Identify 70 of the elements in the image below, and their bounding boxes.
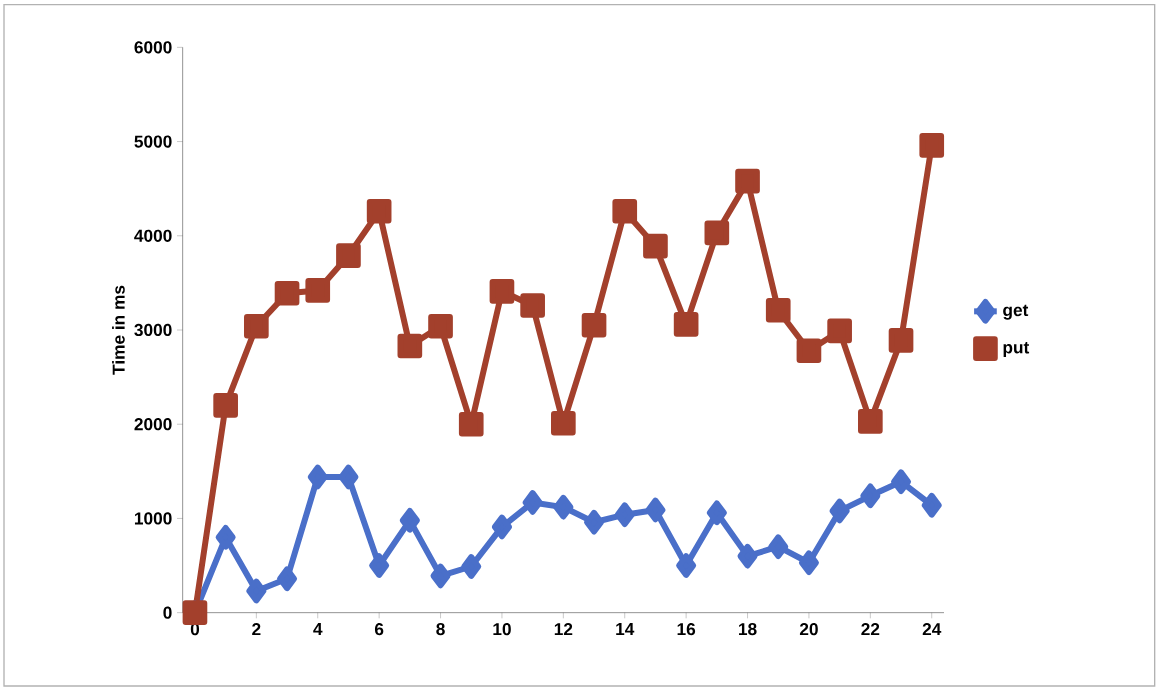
point <box>796 338 822 364</box>
x-tick-label: 6 <box>374 623 384 636</box>
x-tick-label: 22 <box>861 623 880 636</box>
point <box>274 280 300 306</box>
y-tick-label: 1000 <box>134 512 172 525</box>
point <box>827 318 852 344</box>
x-tick-label: 16 <box>677 623 696 636</box>
x-tick-label: 18 <box>739 623 757 636</box>
y-axis-title: Time in ms <box>112 285 125 375</box>
point <box>307 464 328 490</box>
point <box>704 220 730 246</box>
point <box>676 553 697 578</box>
point <box>458 411 484 437</box>
point <box>643 233 668 259</box>
x-tick-label: 10 <box>493 623 511 636</box>
y-tick-label: 0 <box>163 606 172 619</box>
point <box>551 410 576 436</box>
point <box>829 498 850 524</box>
legend-label: get <box>1003 304 1029 320</box>
point <box>520 293 545 318</box>
point <box>858 409 883 434</box>
point <box>888 328 914 353</box>
y-tick-label: 4000 <box>134 229 172 242</box>
point <box>397 333 423 359</box>
point <box>366 198 392 224</box>
x-tick-label: 24 <box>922 623 942 636</box>
point <box>305 278 331 303</box>
point <box>765 297 791 323</box>
point <box>399 507 420 533</box>
point <box>369 553 390 578</box>
point <box>338 464 359 490</box>
x-tick-label: 2 <box>252 623 261 636</box>
x-tick-label: 4 <box>313 623 323 635</box>
point <box>768 534 789 560</box>
point <box>489 279 515 304</box>
x-tick-label: 12 <box>554 623 573 636</box>
y-tick-label: 2000 <box>134 418 172 431</box>
point <box>336 243 361 268</box>
point <box>215 524 236 550</box>
point <box>244 313 269 339</box>
point <box>428 313 453 339</box>
point <box>735 168 760 194</box>
point <box>614 502 635 528</box>
point <box>612 198 638 224</box>
point <box>584 509 605 535</box>
y-tick-label: 3000 <box>134 323 172 337</box>
point <box>860 483 881 509</box>
point <box>673 312 699 337</box>
point <box>581 312 607 338</box>
point <box>553 494 574 520</box>
point <box>522 490 543 515</box>
point <box>706 500 727 526</box>
x-tick-label: 8 <box>436 623 445 636</box>
point <box>491 514 512 540</box>
point <box>213 393 238 418</box>
y-tick-label: 5000 <box>134 135 172 148</box>
point <box>461 554 482 579</box>
point <box>246 578 267 604</box>
x-tick-label: 14 <box>616 623 635 635</box>
point <box>737 543 758 569</box>
point <box>430 563 451 589</box>
point <box>645 497 666 523</box>
y-tick-label: 6000 <box>134 41 172 54</box>
point <box>277 566 298 592</box>
point <box>891 469 912 495</box>
point <box>798 550 819 576</box>
point <box>921 492 942 518</box>
x-tick-label: 20 <box>799 623 818 636</box>
legend-label: put <box>1003 342 1030 357</box>
point <box>919 132 945 158</box>
